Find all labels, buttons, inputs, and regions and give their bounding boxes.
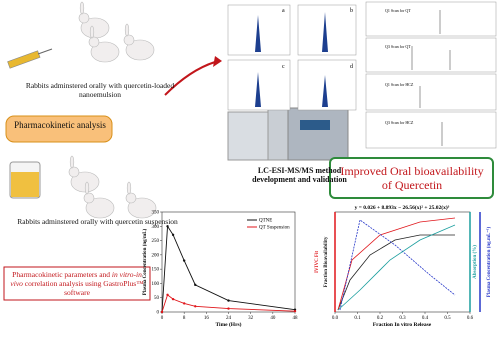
y-tick-label: 150 (152, 268, 160, 273)
y-tick-label: 250 (152, 239, 160, 244)
x-tick-label: 0.0 (332, 316, 339, 321)
point (166, 225, 169, 228)
point (227, 299, 230, 302)
software-label: Pharmacokinetic parameters and in vitro-… (6, 270, 148, 297)
y-axis-label: IVIVC Fit (315, 251, 320, 273)
point (182, 302, 186, 305)
spectrum-title: Q1 Scan for QT (385, 8, 411, 13)
x-tick-label: 0.6 (467, 316, 474, 321)
lc-instrument (227, 99, 349, 161)
x-tick-label: 48 (293, 316, 299, 321)
panel-letter: a (282, 8, 285, 14)
panel-letter: d (350, 64, 353, 70)
y-axis-label: Absorption (%) (473, 245, 478, 279)
point (182, 259, 186, 262)
text: Pharmacokinetic parameters and (12, 270, 112, 279)
x-tick-label: 0.5 (444, 316, 451, 321)
y-tick-label: 350 (152, 211, 160, 216)
result-label: Improved Oral bioavailability of Quercet… (340, 164, 484, 192)
x-tick-label: 0.3 (399, 316, 406, 321)
point (194, 283, 197, 287)
point (171, 233, 175, 237)
x-tick-label: 0.1 (354, 316, 361, 321)
text: in vitro-in vivo (10, 270, 142, 288)
beaker (9, 161, 41, 199)
y-tick-label: 200 (152, 253, 160, 258)
y-axis-label: Plasma Concentration (ng/mL) (143, 228, 148, 295)
rabbits-bottom (68, 155, 157, 219)
y-tick-label: 0 (157, 311, 160, 316)
y-axis-label: Fraction Bioavailability (324, 236, 329, 287)
caption: Rabbits adminstered orally with querceti… (17, 217, 178, 226)
point (227, 307, 230, 310)
point (293, 309, 297, 313)
point (160, 310, 164, 314)
instrument-caption: LC-ESI-MS/MS method development and vali… (252, 166, 347, 184)
x-tick-label: 40 (270, 316, 276, 321)
result-box (329, 157, 494, 199)
rabbits-top (78, 1, 155, 63)
y-axis-label: Plasma Concentration (ng.mL⁻¹) (486, 226, 492, 297)
x-axis-label: Fraction In vitro Release (373, 322, 432, 328)
x-tick-label: 0 (161, 316, 164, 321)
point (166, 293, 169, 297)
y-tick-label: 100 (152, 282, 160, 287)
x-axis-label: Time (Hrs) (215, 321, 241, 328)
x-tick-label: 32 (248, 316, 254, 321)
spectra-panels (365, 1, 497, 149)
syringe (7, 48, 53, 69)
y-tick-label: 300 (152, 225, 160, 230)
panel-letter: c (282, 64, 285, 70)
ivivc-chart (334, 211, 481, 313)
arrow-head (213, 56, 222, 67)
point (171, 297, 175, 301)
chromatogram-panels (227, 4, 357, 111)
x-tick-label: 8 (183, 316, 186, 321)
spectrum-title: Q3 Scan for QT (385, 44, 411, 49)
caption: Rabbits adminstered orally with querceti… (25, 81, 175, 99)
spectrum-title: Q1 Scan for HCZ (385, 82, 414, 87)
x-tick-label: 16 (204, 316, 210, 321)
panel-letter: b (350, 8, 353, 14)
x-tick-label: 24 (226, 316, 232, 321)
x-tick-label: 0.4 (422, 316, 429, 321)
pk-label: Pharmacokinetic analysis (14, 120, 106, 130)
plot-area (161, 211, 296, 313)
spectrum-title: Q3 Scan for HCZ (385, 120, 414, 125)
point (194, 305, 197, 308)
legend-label: QT Suspension (259, 226, 290, 231)
y-tick-label: 50 (154, 296, 160, 301)
legend-label: QTNE (259, 219, 272, 224)
equation: y = 0.026 + 8.893x − 26.56(x)² + 25.02(x… (355, 204, 450, 211)
pk-box (5, 115, 113, 143)
software-box (3, 266, 151, 301)
plasma-chart: 0 50 100 150 200 250 300 350 0 8 16 24 32 40 48 Time (H… (143, 211, 298, 329)
x-tick-label: 0.2 (377, 316, 384, 321)
text: correlation analysis using GastroPlus™ s… (22, 279, 144, 297)
arrow (164, 61, 216, 96)
